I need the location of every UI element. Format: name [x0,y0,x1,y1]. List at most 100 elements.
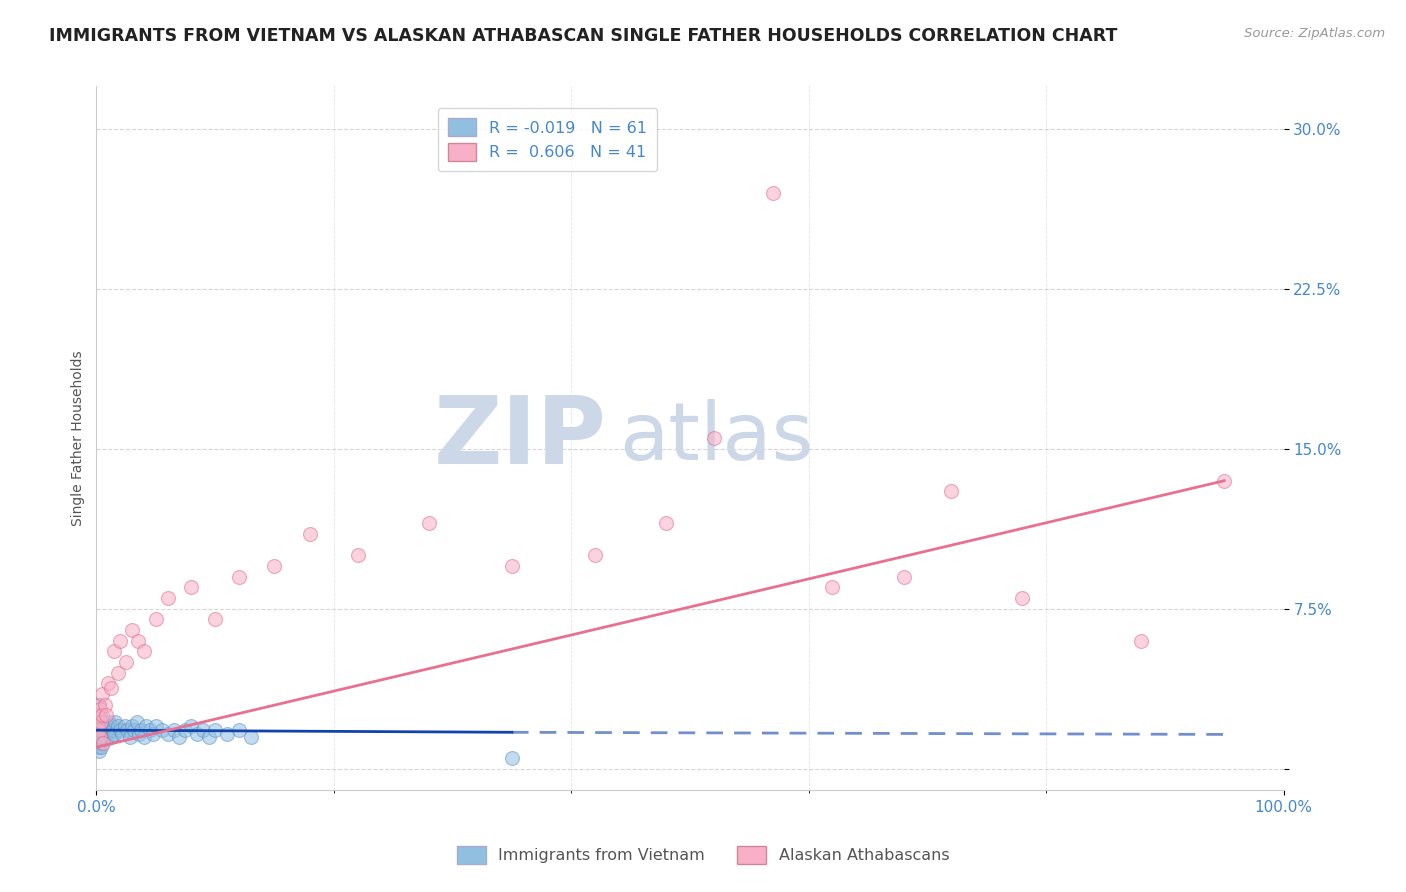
Point [180,719,202,733]
Point [239,730,262,744]
Point [1011,591,1033,605]
Point [90,714,112,729]
Point [91,719,114,733]
Point [150,723,173,738]
Point [114,719,136,733]
Point [198,730,221,744]
Point [91,730,114,744]
Point [93,736,115,750]
Point [93,698,115,712]
Legend: R = -0.019   N = 61, R =  0.606   N = 41: R = -0.019 N = 61, R = 0.606 N = 41 [439,109,657,171]
Point [127,633,149,648]
Point [703,431,725,445]
Point [89,736,111,750]
Point [156,591,179,605]
Point [97,676,120,690]
Point [1213,474,1236,488]
Text: Source: ZipAtlas.com: Source: ZipAtlas.com [1244,27,1385,40]
Point [100,681,122,695]
Y-axis label: Single Father Households: Single Father Households [72,351,86,526]
Point [90,714,112,729]
Point [86,740,108,755]
Point [108,633,131,648]
Point [108,723,131,738]
Point [103,727,125,741]
Point [145,719,167,733]
Point [124,723,146,738]
Point [418,516,440,531]
Point [132,730,155,744]
Point [228,723,250,738]
Point [180,580,202,594]
Point [193,723,215,738]
Point [101,719,124,733]
Point [104,714,127,729]
Text: IMMIGRANTS FROM VIETNAM VS ALASKAN ATHABASCAN SINGLE FATHER HOUSEHOLDS CORRELATI: IMMIGRANTS FROM VIETNAM VS ALASKAN ATHAB… [49,27,1118,45]
Point [655,516,678,531]
Point [204,612,226,626]
Point [86,708,108,723]
Point [121,623,143,637]
Point [162,723,184,738]
Point [115,655,138,669]
Point [125,714,148,729]
Point [97,723,120,738]
Point [93,723,115,738]
Point [1130,633,1153,648]
Point [346,549,368,563]
Point [118,730,141,744]
Point [103,644,125,658]
Point [762,186,785,200]
Point [228,569,250,583]
Point [89,727,111,741]
Point [93,727,115,741]
Point [145,612,167,626]
Point [89,708,111,723]
Point [821,580,844,594]
Point [87,744,110,758]
Legend: Immigrants from Vietnam, Alaskan Athabascans: Immigrants from Vietnam, Alaskan Athabas… [450,839,956,871]
Point [139,723,162,738]
Point [91,687,114,701]
Point [107,665,129,680]
Point [115,723,138,738]
Point [939,484,962,499]
Point [121,719,143,733]
Point [90,740,112,755]
Point [87,714,110,729]
Point [583,549,606,563]
Point [156,727,179,741]
Point [89,730,111,744]
Point [186,727,208,741]
Point [501,751,523,765]
Point [87,723,110,738]
Point [94,708,117,723]
Point [86,719,108,733]
Point [131,723,153,738]
Point [87,698,110,712]
Point [132,644,155,658]
Point [91,708,114,723]
Point [100,730,122,744]
Point [204,723,226,738]
Point [263,559,285,574]
Point [94,731,117,746]
Point [501,559,523,574]
Point [89,702,111,716]
Point [893,569,915,583]
Text: ZIP: ZIP [434,392,607,484]
Point [86,708,108,723]
Point [101,723,124,738]
Point [128,727,150,741]
Point [86,730,108,744]
Point [90,723,112,738]
Point [89,719,111,733]
Point [111,727,134,741]
Point [87,723,110,738]
Point [87,731,110,746]
Point [215,727,238,741]
Text: atlas: atlas [619,399,813,477]
Point [87,698,110,712]
Point [135,719,157,733]
Point [98,714,121,729]
